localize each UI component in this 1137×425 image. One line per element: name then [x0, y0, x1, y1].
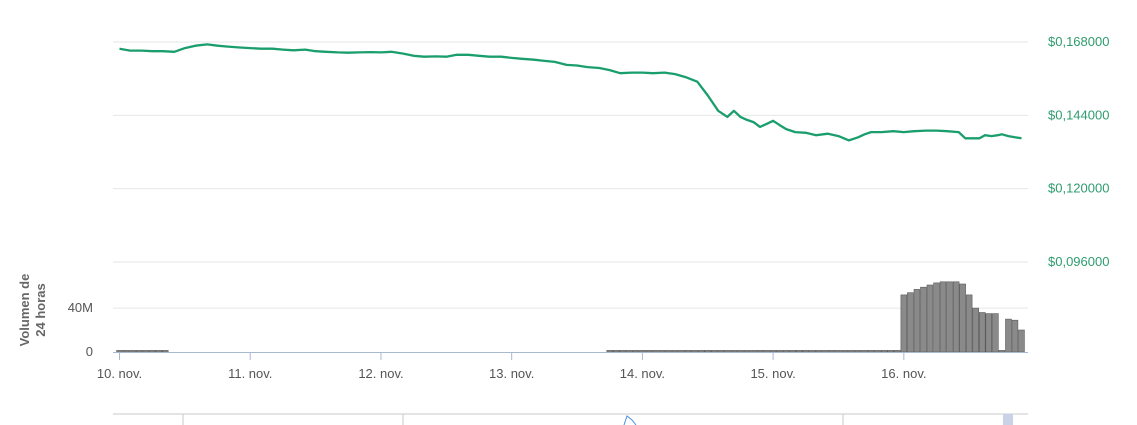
volume-bar [116, 350, 123, 353]
volume-bar [763, 350, 770, 353]
volume-bar [874, 350, 881, 353]
volume-bar [743, 350, 751, 353]
volume-bar [724, 350, 731, 353]
price-y-tick-label: $0,168000 [1048, 34, 1109, 49]
volume-bar [1005, 318, 1012, 353]
volume-bar [992, 313, 999, 353]
volume-bar [704, 350, 711, 353]
volume-bar [920, 286, 927, 353]
price-y-tick-label: $0,144000 [1048, 107, 1109, 122]
volume-bar [671, 350, 679, 353]
x-tick-label: 12. nov. [358, 366, 403, 381]
x-tick-label: 14. nov. [620, 366, 665, 381]
volume-bar [900, 294, 908, 353]
volume-bar [135, 350, 143, 353]
x-tick-label: 16. nov. [881, 366, 926, 381]
volume-bar [985, 313, 992, 353]
volume-y-tick-label: 40M [68, 300, 93, 315]
volume-bar [155, 350, 163, 353]
price-y-tick-label: $0,120000 [1048, 181, 1109, 196]
x-axis: 10. nov. 11. nov. 12. nov. 13. nov. 14. nov.… [97, 352, 1028, 381]
volume-bar [678, 350, 685, 353]
x-tick-label: 11. nov. [228, 366, 272, 381]
volume-bar [933, 282, 940, 353]
volume-bar [122, 350, 130, 353]
x-tick-label: 10. nov. [97, 366, 142, 381]
volume-bar [750, 350, 757, 353]
volume-bar [612, 350, 620, 353]
volume-bar [913, 289, 921, 353]
volume-bar [142, 350, 149, 353]
volume-bar [978, 312, 986, 353]
volume-axis-label-line1: Volumen de [17, 274, 32, 347]
volume-bar [776, 350, 783, 353]
volume-bar [737, 350, 744, 353]
volume-bar [998, 350, 1006, 353]
volume-bar [632, 350, 640, 353]
volume-bar [893, 350, 901, 353]
volume-bar [626, 350, 633, 353]
volume-bar [149, 350, 156, 353]
volume-bar [606, 350, 613, 353]
volume-bar [756, 350, 764, 353]
volume-bar [828, 350, 836, 353]
volume-bar [867, 350, 875, 353]
volume-bar [665, 350, 672, 353]
volume-bar [802, 350, 809, 353]
volume-bar [795, 350, 803, 353]
volume-bar [972, 307, 979, 353]
volume-bar [809, 350, 816, 353]
volume-bar [1018, 329, 1025, 353]
volume-bar [887, 350, 894, 353]
volume-bar [645, 350, 653, 353]
volume-bar [619, 350, 626, 353]
volume-bar [965, 294, 973, 353]
volume-bar [952, 281, 960, 353]
volume-bar [854, 350, 862, 353]
volume-bar [658, 350, 666, 353]
x-tick-label: 13. nov. [489, 366, 534, 381]
volume-bar [639, 350, 646, 353]
volume-y-tick-label: 0 [86, 344, 93, 359]
volume-bar [129, 350, 136, 353]
volume-bar [710, 350, 718, 353]
navigator-handle[interactable] [1003, 414, 1013, 425]
volume-bar [926, 284, 934, 353]
volume-bar [730, 350, 738, 353]
volume-bar [880, 350, 888, 353]
volume-bar [907, 292, 914, 353]
volume-axis-label-line2: 24 horas [33, 283, 48, 336]
x-tick-label: 15. nov. [750, 366, 795, 381]
volume-bar [959, 283, 966, 353]
volume-bar [939, 281, 947, 353]
volume-bar [815, 350, 823, 353]
volume-bar [769, 350, 777, 353]
volume-bar [848, 350, 855, 353]
volume-bars [116, 281, 1025, 353]
volume-bar [691, 350, 698, 353]
volume-bar [841, 350, 849, 353]
price-y-tick-label: $0,096000 [1048, 254, 1109, 269]
volume-y-axis: 0 40M [68, 300, 93, 359]
range-navigator[interactable] [113, 413, 1028, 425]
volume-gridlines [113, 261, 1028, 309]
volume-bar [162, 350, 169, 353]
volume-bar [717, 350, 725, 353]
volume-bar [684, 350, 692, 353]
price-gridlines [113, 41, 1028, 263]
volume-bar [835, 350, 842, 353]
volume-bar [789, 350, 796, 353]
volume-bar [822, 350, 829, 353]
volume-bar [697, 350, 705, 353]
volume-bar [1011, 319, 1019, 353]
volume-bar [861, 350, 868, 353]
navigator-series-spike [623, 415, 637, 425]
volume-bar [946, 281, 953, 353]
volume-bar [652, 350, 659, 353]
volume-bar [782, 350, 790, 353]
price-line [119, 43, 1022, 142]
price-y-axis: $0,168000 $0,144000 $0,120000 $0,096000 [1048, 34, 1109, 269]
